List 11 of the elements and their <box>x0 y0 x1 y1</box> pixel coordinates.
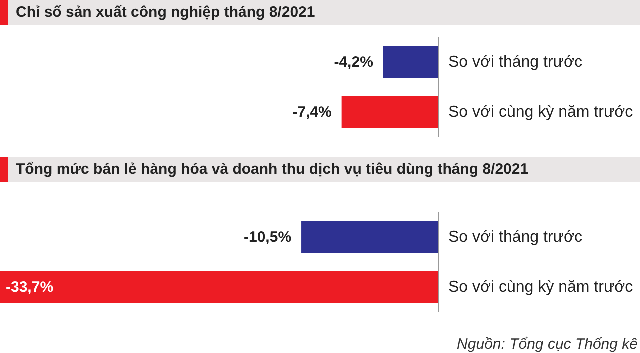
y-tick-label: So với tháng trước <box>448 54 582 71</box>
y-tick-label: So với tháng trước <box>448 229 582 246</box>
y-tick-label: So với cùng kỳ năm trước <box>448 279 634 296</box>
y-tick-label: So với cùng kỳ năm trước <box>448 104 634 121</box>
text: Nguồn: Tổng cục Thống kê <box>456 336 639 353</box>
chart-title: Chỉ số sản xuất công nghiệp tháng 8/2021 <box>0 0 640 25</box>
data-label: -7,4% <box>292 104 332 121</box>
chart-title: Tổng mức bán lẻ hàng hóa và doanh thu dịch vụ tiêu dùng tháng 8/2021 <box>0 157 640 182</box>
data-label: -4,2% <box>334 54 374 71</box>
data-label: -33,7% <box>6 279 54 296</box>
data-label: -10,5% <box>244 229 292 246</box>
